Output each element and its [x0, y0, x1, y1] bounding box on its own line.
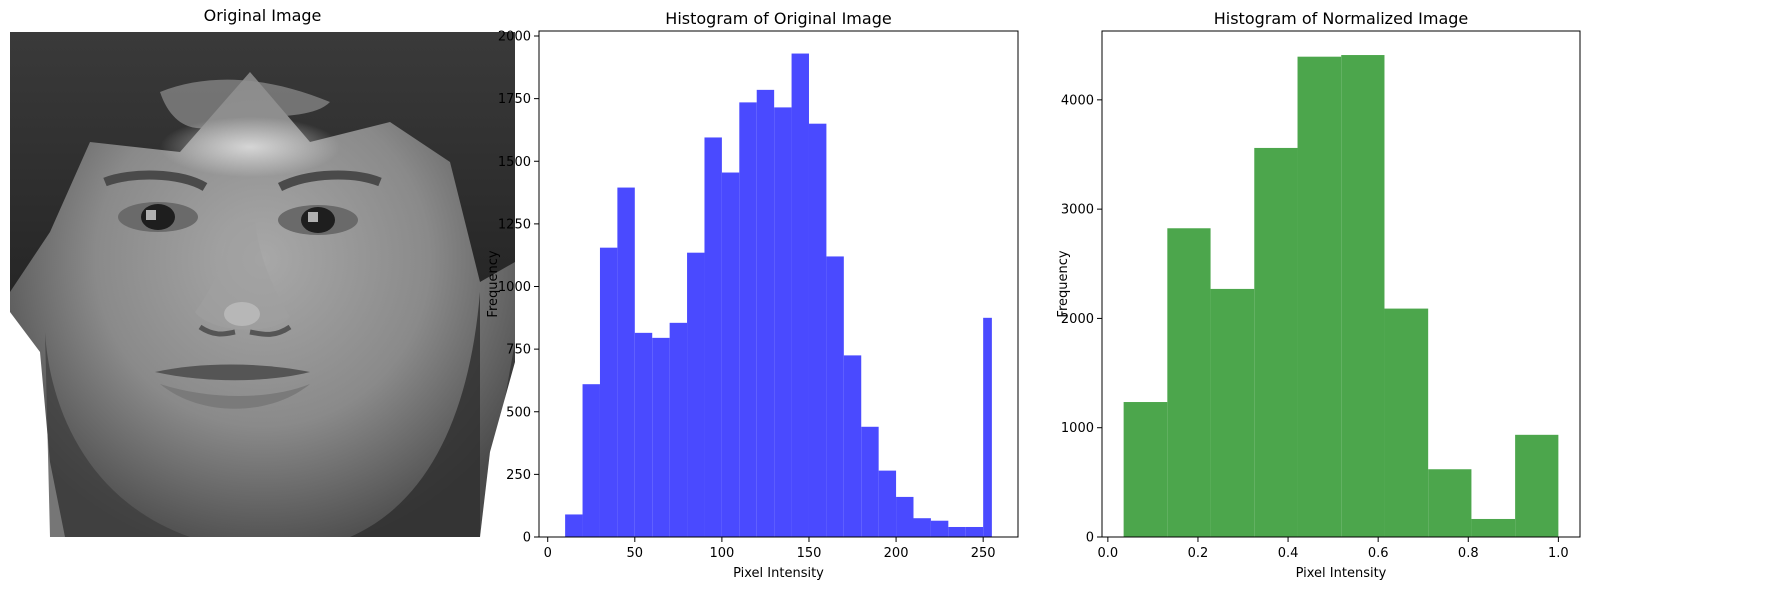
x-tick-label: 0.8 — [1458, 546, 1479, 561]
y-tick-label: 1000 — [498, 280, 531, 295]
x-axis-label: Pixel Intensity — [1296, 566, 1387, 581]
histogram-bar — [1341, 55, 1385, 537]
histogram-bar — [1167, 228, 1211, 538]
histogram-bar — [599, 247, 618, 537]
histogram-bar — [721, 172, 740, 537]
chart-title: Histogram of Normalized Image — [1214, 9, 1469, 28]
histogram-bar — [913, 518, 931, 537]
x-tick-label: 0 — [544, 546, 552, 561]
y-tick-label: 3000 — [1061, 203, 1094, 218]
x-tick-label: 250 — [971, 546, 996, 561]
histogram-bar — [843, 355, 862, 537]
x-tick-label: 0.0 — [1098, 546, 1119, 561]
histogram-bar — [582, 384, 600, 537]
plot-frame — [1101, 30, 1581, 538]
x-tick-label: 150 — [797, 546, 822, 561]
histogram-bar — [1428, 469, 1472, 537]
histogram-bar — [756, 89, 775, 537]
x-tick-label: 50 — [627, 546, 644, 561]
histogram-bar — [1210, 288, 1255, 537]
y-axis-label: Frequency — [486, 250, 501, 317]
y-tick-label: 1250 — [498, 217, 531, 232]
x-tick-label: 0.2 — [1188, 546, 1209, 561]
histogram-bar — [1515, 434, 1559, 537]
y-tick-label: 2000 — [1061, 312, 1094, 327]
histogram-bar — [704, 137, 722, 538]
plot-frame — [538, 30, 1019, 538]
histogram-bar — [1254, 147, 1298, 537]
x-tick-label: 0.4 — [1278, 546, 1299, 561]
face-photo-illustration — [10, 32, 515, 537]
x-tick-label: 0.6 — [1368, 546, 1389, 561]
histogram-bar — [669, 322, 688, 537]
histogram-bar — [1384, 308, 1429, 537]
histogram-bar — [687, 252, 705, 538]
histogram-bar — [617, 187, 635, 538]
histogram-bar — [896, 496, 914, 537]
y-tick-label: 0 — [523, 531, 531, 546]
histogram-bar — [826, 256, 844, 537]
y-tick-label: 1750 — [498, 92, 531, 107]
y-tick-label: 250 — [506, 468, 531, 483]
histogram-bar — [739, 102, 757, 538]
original-face-image — [10, 32, 515, 537]
histogram-bar — [634, 332, 653, 537]
y-tick-label: 750 — [506, 343, 531, 358]
y-tick-label: 0 — [1086, 531, 1094, 546]
histogram-bar — [1123, 402, 1168, 537]
histogram-bar — [930, 520, 949, 537]
histogram-bar — [791, 53, 809, 537]
y-tick-label: 1500 — [498, 155, 531, 170]
y-tick-label: 1000 — [1061, 421, 1094, 436]
x-tick-label: 1.0 — [1548, 546, 1569, 561]
y-axis-label: Frequency — [1056, 250, 1071, 317]
histogram-bar — [808, 123, 827, 537]
histogram-bar — [965, 526, 984, 537]
histogram-bar — [565, 514, 583, 537]
x-tick-label: 200 — [884, 546, 909, 561]
x-tick-label: 100 — [709, 546, 734, 561]
original-image-title: Original Image — [203, 6, 322, 25]
histogram-bar — [861, 426, 879, 537]
y-tick-label: 2000 — [498, 30, 531, 45]
histogram-bar — [774, 107, 792, 537]
histogram-bar — [1471, 518, 1516, 537]
histogram-normalized-chart: Histogram of Normalized Image 0.0 0.2 0.4 0.… — [1056, 9, 1581, 581]
y-tick-label: 500 — [506, 405, 531, 420]
chart-title: Histogram of Original Image — [665, 9, 891, 28]
histogram-bar — [948, 526, 966, 537]
histogram-bar — [878, 470, 897, 537]
histogram-bar — [652, 337, 670, 537]
y-tick-label: 4000 — [1061, 93, 1094, 108]
histogram-bar — [1297, 56, 1342, 538]
histogram-bar — [983, 317, 992, 537]
x-axis-label: Pixel Intensity — [733, 566, 824, 581]
histogram-original-chart: Histogram of Original Image 0 50 100 150 200 2… — [486, 9, 1019, 581]
